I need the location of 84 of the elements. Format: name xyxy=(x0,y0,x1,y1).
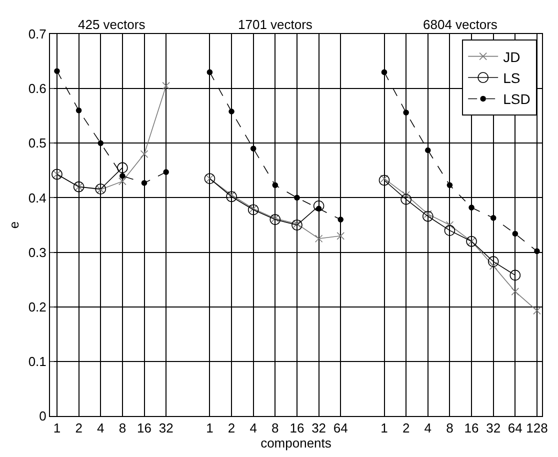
point xyxy=(381,69,388,76)
point xyxy=(446,182,453,188)
y-tick-label: 0.6 xyxy=(28,81,46,96)
text: 425 vectors xyxy=(78,17,146,32)
point xyxy=(292,220,302,230)
point xyxy=(120,172,126,179)
point xyxy=(403,110,409,116)
point xyxy=(228,108,234,114)
point xyxy=(248,204,259,216)
point xyxy=(54,68,60,74)
point xyxy=(511,288,520,296)
point xyxy=(378,174,390,186)
point xyxy=(533,306,541,315)
point xyxy=(402,191,410,199)
point xyxy=(338,216,344,222)
point xyxy=(163,169,169,175)
point xyxy=(336,232,345,240)
x-tick-label: 64 xyxy=(333,420,348,436)
x-tick-label: 8 xyxy=(446,420,454,436)
x-tick-label: 32 xyxy=(312,420,326,436)
point xyxy=(512,230,518,237)
text: 6804 vectors xyxy=(423,17,498,32)
point xyxy=(314,234,323,243)
text: 1701 vectors xyxy=(238,17,313,32)
point xyxy=(141,180,148,186)
x-tick-label: 128 xyxy=(526,420,548,436)
point xyxy=(468,204,474,210)
point xyxy=(424,210,432,218)
point xyxy=(422,210,434,222)
point xyxy=(117,162,128,174)
point xyxy=(294,194,300,201)
x-tick-label: 8 xyxy=(118,420,126,436)
point xyxy=(162,82,170,90)
point xyxy=(293,220,301,228)
point xyxy=(226,191,237,202)
x-tick-label: 2 xyxy=(402,420,410,436)
x-tick-label: 16 xyxy=(137,420,152,436)
point xyxy=(270,214,281,225)
y-tick-label: 0.4 xyxy=(28,190,46,206)
x-tick-label: 16 xyxy=(464,420,479,436)
point xyxy=(140,150,148,158)
x-tick-label: 1 xyxy=(206,420,214,436)
x-tick-label: 2 xyxy=(228,420,236,436)
point xyxy=(272,182,278,188)
y-tick-label: 0.1 xyxy=(28,354,46,369)
point xyxy=(400,194,412,205)
point xyxy=(98,140,104,146)
x-tick-label: 4 xyxy=(250,420,257,436)
x-tick-label: 8 xyxy=(272,420,279,436)
point xyxy=(249,204,258,213)
point xyxy=(313,200,324,212)
y-tick-label: 0 xyxy=(39,408,46,424)
x-tick-label: 16 xyxy=(290,420,304,436)
x-tick-label: 64 xyxy=(508,420,522,436)
x-tick-label: 1 xyxy=(53,420,61,436)
point xyxy=(534,248,540,254)
point xyxy=(76,108,82,114)
y-tick-label: 0.3 xyxy=(28,244,46,260)
point xyxy=(250,146,256,152)
point xyxy=(446,221,454,229)
x-tick-label: 1 xyxy=(380,420,388,436)
x-tick-label: 32 xyxy=(486,420,501,436)
y-tick-label: 0.5 xyxy=(28,136,46,151)
point xyxy=(118,177,126,186)
x-tick-label: 2 xyxy=(75,420,82,436)
legend-label: JD xyxy=(503,48,520,65)
x-axis-title: components xyxy=(260,436,332,451)
point xyxy=(380,174,388,183)
legend-label: LS xyxy=(503,70,520,86)
y-axis-title: e xyxy=(6,221,22,229)
point xyxy=(489,262,498,270)
y-tick-label: 0.2 xyxy=(28,299,46,314)
point xyxy=(510,270,521,281)
point xyxy=(490,215,496,221)
point xyxy=(206,69,213,76)
x-tick-label: 4 xyxy=(97,420,104,436)
point xyxy=(228,191,236,199)
legend-label: LSD xyxy=(503,91,530,108)
x-tick-label: 4 xyxy=(424,420,432,436)
point xyxy=(444,225,456,236)
y-tick-label: 0.7 xyxy=(28,26,46,42)
point xyxy=(424,147,431,154)
point xyxy=(488,256,499,267)
x-tick-label: 32 xyxy=(158,420,174,436)
